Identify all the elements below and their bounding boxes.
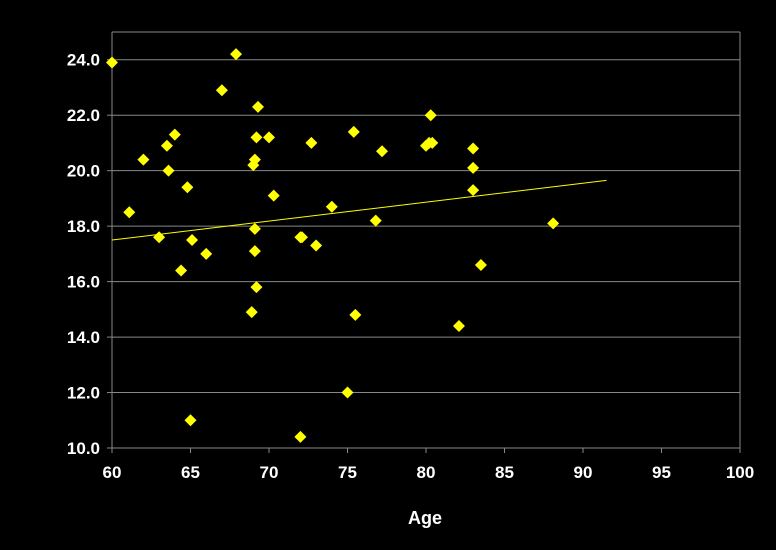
data-point-diamond <box>137 153 150 166</box>
y-tick-label: 22.0 <box>67 106 100 125</box>
x-tick-label: 65 <box>181 463 200 482</box>
data-point-diamond <box>294 430 307 443</box>
axes <box>107 31 741 453</box>
y-tick-label: 10.0 <box>67 439 100 458</box>
data-point-diamond <box>347 125 360 138</box>
data-point-diamond <box>305 136 318 149</box>
data-point-diamond <box>248 153 261 166</box>
x-tick-label: 85 <box>495 463 514 482</box>
data-point-diamond <box>547 217 560 230</box>
data-point-diamond <box>341 386 354 399</box>
data-point-diamond <box>215 84 228 97</box>
y-tick-labels: 10.0 12.0 14.0 16.0 18.0 20.0 22.0 24.0 <box>67 51 100 458</box>
data-point-diamond <box>467 184 480 197</box>
y-tick-label: 12.0 <box>67 384 100 403</box>
x-tick-labels: 60 65 70 75 80 85 90 95 100 <box>103 463 755 482</box>
data-point-diamond <box>376 145 389 158</box>
data-point-diamond <box>310 239 323 252</box>
data-point-diamond <box>263 131 275 144</box>
data-point-diamond <box>168 128 181 141</box>
data-point-diamond <box>467 142 480 155</box>
data-point-diamond <box>181 181 194 194</box>
data-point-diamond <box>369 214 382 227</box>
data-point-diamond <box>248 245 261 258</box>
data-point-diamond <box>153 231 166 244</box>
data-point-diamond <box>106 56 118 69</box>
data-point-diamond <box>452 319 465 332</box>
data-point-diamond <box>160 139 173 152</box>
data-point-diamond <box>245 306 258 319</box>
x-tick-label: 75 <box>338 463 357 482</box>
data-point-diamond <box>200 247 213 260</box>
data-point-diamond <box>349 308 362 321</box>
x-tick-label: 90 <box>574 463 593 482</box>
data-point-diamond <box>426 136 439 149</box>
x-tick-label: 80 <box>417 463 436 482</box>
data-point-diamond <box>295 231 308 244</box>
x-axis-title: Age <box>408 508 442 528</box>
data-points <box>106 48 560 443</box>
y-tick-label: 14.0 <box>67 328 100 347</box>
trendline <box>111 179 607 241</box>
data-point-diamond <box>250 131 263 144</box>
data-point-diamond <box>184 414 197 427</box>
y-tick-label: 18.0 <box>67 217 100 236</box>
data-point-diamond <box>162 164 175 177</box>
y-tick-label: 24.0 <box>67 51 100 70</box>
x-tick-label: 95 <box>652 463 671 482</box>
data-point-diamond <box>230 48 243 61</box>
y-tick-label: 16.0 <box>67 273 100 292</box>
y-tick-label: 20.0 <box>67 162 100 181</box>
data-point-diamond <box>424 109 437 122</box>
data-point-diamond <box>267 189 280 202</box>
data-point-diamond <box>250 281 263 294</box>
data-point-diamond <box>175 264 188 277</box>
data-point-diamond <box>467 161 480 174</box>
data-point-diamond <box>474 258 487 271</box>
x-tick-label: 100 <box>726 463 754 482</box>
data-point-diamond <box>325 200 338 213</box>
data-point-diamond <box>186 234 199 246</box>
data-point-diamond <box>248 222 261 235</box>
data-point-diamond <box>252 100 265 113</box>
trendline-group <box>111 179 607 241</box>
x-tick-label: 60 <box>103 463 122 482</box>
x-tick-label: 70 <box>260 463 279 482</box>
data-point-diamond <box>123 206 136 219</box>
